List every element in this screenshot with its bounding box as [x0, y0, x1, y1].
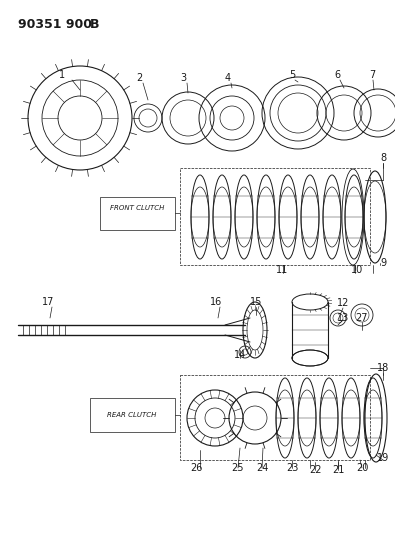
Text: 24: 24	[256, 463, 268, 473]
Text: 1: 1	[59, 70, 65, 80]
Text: B: B	[90, 18, 100, 31]
Text: 17: 17	[42, 297, 54, 307]
Text: 15: 15	[250, 297, 262, 307]
Text: 20: 20	[356, 463, 368, 473]
Bar	[90, 398, 175, 432]
Text: 16: 16	[210, 297, 222, 307]
Text: 4: 4	[225, 73, 231, 83]
Text: 7: 7	[369, 70, 375, 80]
Text: 3: 3	[180, 73, 186, 83]
Text: 23: 23	[286, 463, 298, 473]
Text: 2: 2	[136, 73, 142, 83]
Text: 9: 9	[380, 258, 386, 268]
Text: 90351 900: 90351 900	[18, 18, 92, 31]
Text: 11: 11	[276, 265, 288, 275]
Text: 13: 13	[337, 313, 349, 323]
Bar	[180, 375, 370, 460]
Text: 25: 25	[232, 463, 244, 473]
Text: 12: 12	[337, 298, 349, 308]
Text: 27: 27	[356, 313, 368, 323]
Text: 18: 18	[377, 363, 389, 373]
Text: 14: 14	[234, 350, 246, 360]
Text: 26: 26	[190, 463, 202, 473]
Text: 22: 22	[309, 465, 321, 475]
Text: FRONT CLUTCH: FRONT CLUTCH	[110, 205, 164, 211]
Text: 5: 5	[289, 70, 295, 80]
Text: 8: 8	[380, 153, 386, 163]
Text: 19: 19	[377, 453, 389, 463]
Text: 21: 21	[332, 465, 344, 475]
Bar	[180, 168, 370, 265]
Text: 6: 6	[334, 70, 340, 80]
Text: REAR CLUTCH: REAR CLUTCH	[107, 412, 157, 418]
Bar	[100, 197, 175, 230]
Text: 10: 10	[351, 265, 363, 275]
